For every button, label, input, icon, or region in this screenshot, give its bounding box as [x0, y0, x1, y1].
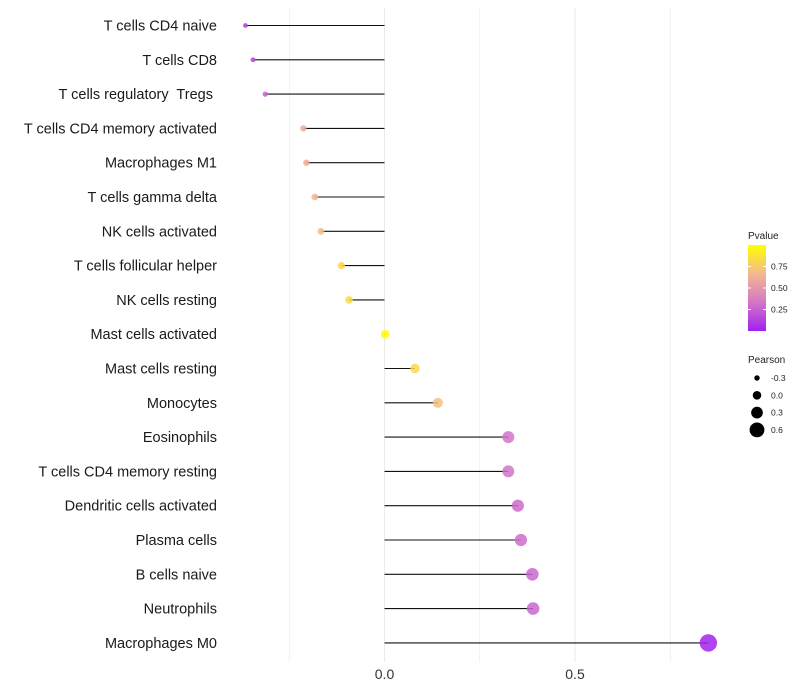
category-label: T cells gamma delta	[88, 190, 218, 206]
category-label: Neutrophils	[144, 602, 217, 618]
colorbar-tick-label: 0.50	[771, 283, 788, 293]
pearson-legend: Pearson -0.3 0.0 0.3 0.6	[748, 355, 786, 438]
category-label: T cells CD4 naive	[104, 19, 217, 35]
category-label: NK cells resting	[116, 293, 217, 309]
size-legend-key	[752, 391, 762, 400]
lollipop-point	[380, 329, 390, 339]
lollipop-point	[250, 57, 256, 63]
x-tick-label: 0.0	[375, 666, 395, 682]
colorbar-tick-label: 0.75	[771, 262, 788, 272]
lollipop-point	[502, 465, 515, 478]
category-label: Macrophages M1	[105, 156, 217, 172]
size-legend-label: -0.3	[771, 373, 786, 383]
size-legend-label: 0.3	[771, 408, 783, 418]
lollipop-point	[410, 363, 420, 374]
lollipop-point	[345, 296, 353, 304]
lollipop-point	[337, 261, 346, 270]
category-label: Monocytes	[147, 396, 217, 412]
lollipop-point	[243, 23, 248, 28]
size-legend-label: 0.0	[771, 390, 783, 400]
category-label: T cells CD4 memory resting	[38, 464, 217, 480]
lollipop-point	[526, 602, 540, 615]
lollipop-point	[526, 568, 539, 581]
lollipop-point	[514, 533, 528, 547]
size-legend-key	[754, 375, 760, 381]
category-label: Mast cells activated	[90, 327, 217, 343]
size-legend-key	[749, 422, 765, 438]
lollipop-point	[502, 431, 515, 444]
category-label: NK cells activated	[102, 224, 217, 240]
lollipop-point	[303, 159, 310, 166]
lollipop-point	[311, 193, 319, 201]
category-label: Macrophages M0	[105, 636, 217, 652]
lollipop-point	[432, 397, 443, 408]
size-legend-key	[751, 406, 763, 419]
lollipop-point	[300, 125, 307, 132]
category-label: Dendritic cells activated	[65, 499, 217, 515]
x-tick-label: 0.5	[565, 666, 585, 682]
lollipop-point	[511, 499, 524, 512]
category-label: B cells naive	[136, 567, 217, 583]
colorbar-tick-label: 0.25	[771, 305, 788, 315]
pearson-legend-title: Pearson	[748, 355, 785, 366]
grid-lines	[288, 8, 671, 662]
lollipop-point	[699, 634, 718, 652]
size-legend-label: 0.6	[771, 425, 783, 435]
category-label: Eosinophils	[143, 430, 217, 446]
pvalue-legend: Pvalue 0.25 0.50 0.75	[748, 231, 788, 331]
x-axis-ticks: 0.0 0.5	[375, 666, 585, 682]
category-labels: T cells CD4 naive T cells CD8 T cells regu…	[24, 19, 218, 652]
lollipop-points	[243, 23, 718, 652]
category-label: T cells follicular helper	[74, 259, 217, 275]
category-label: Mast cells resting	[105, 362, 217, 378]
pvalue-legend-title: Pvalue	[748, 231, 779, 242]
category-label: T cells CD4 memory activated	[24, 121, 217, 137]
lollipop-point	[262, 91, 268, 97]
lollipop-point	[317, 227, 325, 235]
pvalue-colorbar	[748, 245, 766, 331]
lollipop-stems	[245, 24, 709, 644]
category-label: T cells CD8	[142, 53, 217, 69]
category-label: Plasma cells	[136, 533, 217, 549]
category-label: T cells regulatory Tregs	[59, 87, 218, 103]
